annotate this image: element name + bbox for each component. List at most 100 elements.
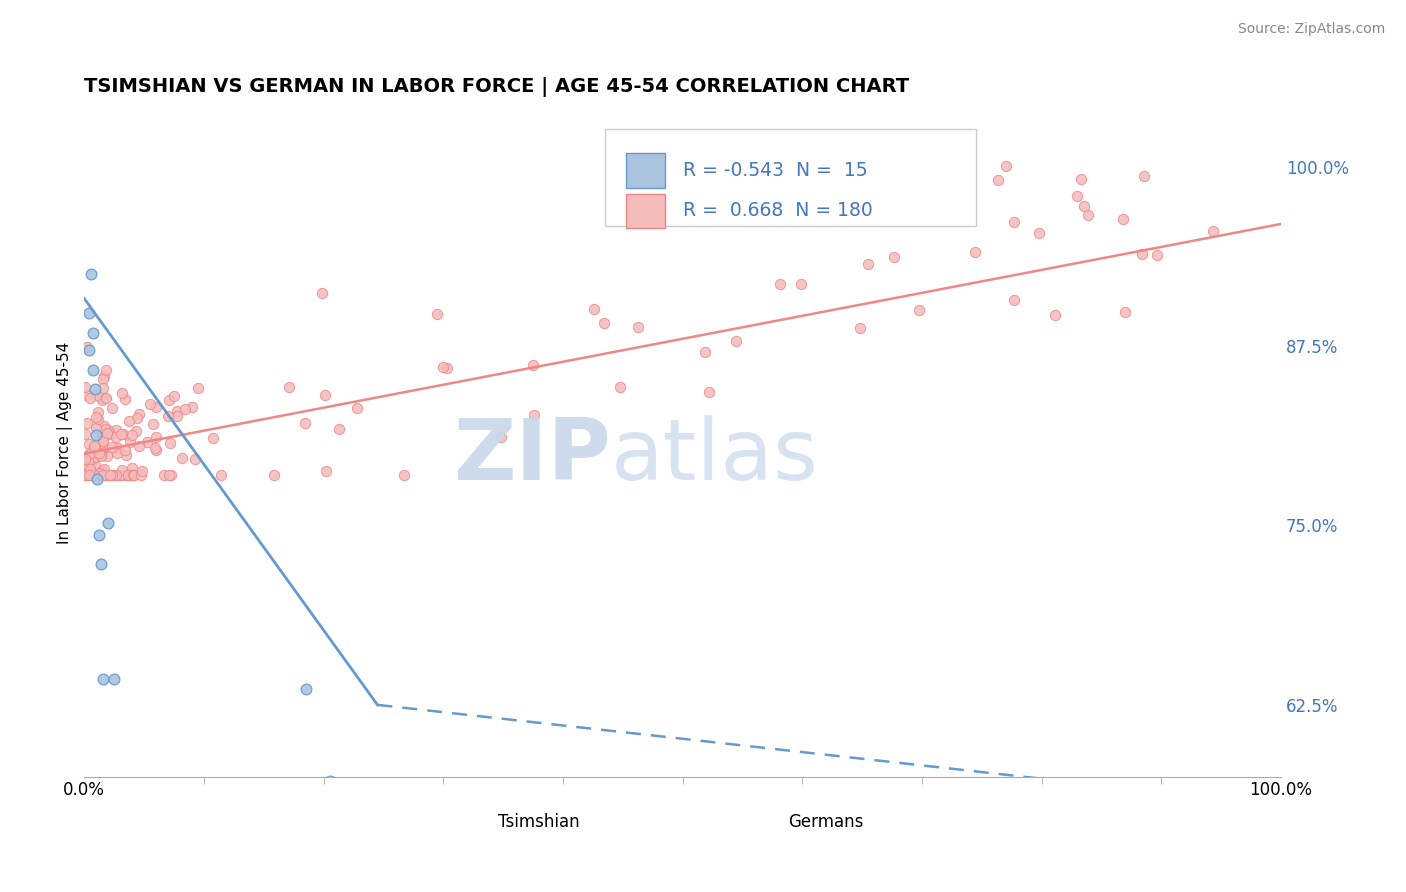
Point bbox=[522, 358, 544, 372]
Point bbox=[118, 434, 141, 449]
Point bbox=[583, 301, 606, 316]
Point bbox=[91, 371, 114, 385]
Point bbox=[91, 393, 114, 408]
Point bbox=[432, 360, 454, 375]
Point bbox=[157, 392, 180, 407]
Point bbox=[96, 391, 118, 405]
Point bbox=[118, 468, 141, 483]
Point bbox=[83, 468, 105, 483]
Point bbox=[523, 409, 546, 423]
Point bbox=[872, 169, 894, 184]
Point bbox=[1002, 293, 1025, 307]
Point bbox=[90, 449, 112, 463]
Point bbox=[882, 163, 904, 178]
Point bbox=[184, 451, 207, 466]
Point bbox=[110, 427, 132, 442]
Point bbox=[172, 450, 194, 465]
Point bbox=[89, 468, 111, 483]
Point bbox=[103, 672, 125, 686]
Point bbox=[75, 467, 97, 481]
Point bbox=[91, 434, 114, 449]
Point bbox=[142, 417, 165, 431]
Point bbox=[87, 468, 110, 483]
Text: ZIP: ZIP bbox=[453, 415, 610, 498]
Point bbox=[80, 446, 103, 460]
Point bbox=[90, 464, 112, 478]
Point bbox=[75, 387, 97, 401]
Point bbox=[278, 380, 301, 394]
Point bbox=[115, 468, 138, 483]
Point bbox=[93, 418, 115, 433]
Point bbox=[82, 444, 104, 458]
Point bbox=[118, 468, 141, 483]
Point bbox=[77, 436, 100, 450]
FancyBboxPatch shape bbox=[605, 129, 976, 226]
Point bbox=[97, 423, 120, 437]
Point bbox=[91, 430, 114, 444]
Point bbox=[75, 426, 97, 441]
Point bbox=[83, 439, 105, 453]
Point bbox=[1114, 305, 1136, 319]
Point bbox=[1002, 215, 1025, 229]
Point bbox=[86, 388, 108, 402]
Point bbox=[318, 773, 340, 788]
Point bbox=[794, 158, 817, 172]
Point bbox=[145, 442, 167, 457]
Point bbox=[181, 401, 204, 415]
Text: Tsimshian: Tsimshian bbox=[498, 814, 579, 831]
Point bbox=[84, 410, 107, 425]
Point bbox=[75, 468, 97, 483]
Point bbox=[314, 388, 336, 402]
Point bbox=[157, 409, 180, 423]
Point bbox=[93, 369, 115, 384]
Point bbox=[107, 468, 129, 483]
Point bbox=[860, 175, 883, 189]
Point bbox=[145, 430, 167, 444]
Point bbox=[93, 672, 115, 686]
Point bbox=[121, 468, 143, 483]
Point bbox=[77, 468, 100, 483]
Point bbox=[995, 159, 1018, 173]
Point bbox=[75, 468, 97, 483]
Point bbox=[1043, 308, 1066, 322]
Point bbox=[79, 392, 101, 406]
Point bbox=[394, 468, 416, 483]
Point bbox=[77, 448, 100, 462]
Point bbox=[93, 442, 115, 456]
Point bbox=[89, 445, 111, 459]
Point bbox=[609, 380, 631, 394]
Point bbox=[96, 449, 118, 463]
Point bbox=[122, 468, 145, 483]
Point bbox=[105, 468, 128, 483]
Point bbox=[987, 173, 1010, 187]
Point bbox=[328, 422, 350, 436]
Point bbox=[769, 277, 792, 291]
Point bbox=[90, 447, 112, 461]
Point bbox=[103, 468, 125, 483]
Point bbox=[695, 344, 717, 359]
Point bbox=[883, 250, 905, 264]
Point bbox=[117, 468, 139, 483]
Point bbox=[166, 403, 188, 417]
FancyBboxPatch shape bbox=[627, 194, 665, 228]
Point bbox=[105, 423, 128, 437]
Point bbox=[100, 468, 122, 483]
Point bbox=[963, 244, 986, 259]
Point bbox=[93, 462, 115, 476]
Point bbox=[87, 446, 110, 460]
Point bbox=[84, 458, 107, 473]
Text: R =  0.668  N = 180: R = 0.668 N = 180 bbox=[683, 202, 872, 220]
Point bbox=[76, 340, 98, 354]
Point bbox=[128, 439, 150, 453]
Point bbox=[76, 468, 98, 483]
Point bbox=[128, 407, 150, 421]
Point bbox=[96, 468, 118, 483]
Point bbox=[796, 160, 818, 174]
Point bbox=[263, 468, 285, 483]
Point bbox=[125, 410, 148, 425]
Point bbox=[101, 401, 124, 416]
Point bbox=[80, 267, 103, 281]
Point bbox=[87, 412, 110, 426]
Point bbox=[94, 422, 117, 436]
Point bbox=[785, 160, 807, 174]
